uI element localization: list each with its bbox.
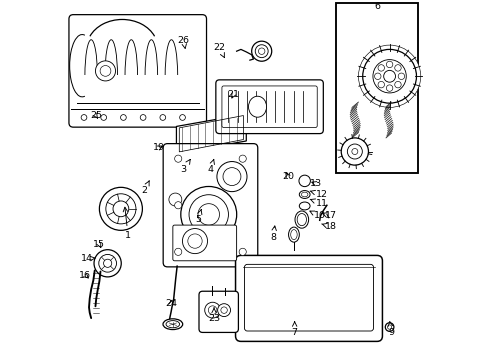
Text: 4: 4	[207, 159, 214, 174]
Circle shape	[397, 73, 404, 80]
Circle shape	[99, 255, 116, 272]
Text: 23: 23	[207, 308, 220, 323]
Circle shape	[181, 186, 236, 242]
Text: 6: 6	[373, 2, 379, 11]
Circle shape	[383, 70, 395, 82]
Circle shape	[189, 195, 228, 234]
Circle shape	[346, 144, 362, 159]
Circle shape	[386, 325, 391, 329]
Circle shape	[174, 155, 182, 162]
Ellipse shape	[299, 190, 309, 198]
Circle shape	[258, 48, 264, 54]
Text: 9: 9	[387, 321, 394, 337]
Circle shape	[94, 250, 121, 277]
Text: 10: 10	[309, 211, 325, 220]
FancyBboxPatch shape	[69, 15, 206, 127]
Ellipse shape	[294, 211, 308, 228]
Circle shape	[187, 234, 202, 248]
Circle shape	[168, 193, 182, 206]
FancyBboxPatch shape	[199, 291, 238, 332]
Circle shape	[100, 66, 111, 76]
Circle shape	[341, 138, 367, 165]
Circle shape	[386, 61, 392, 68]
Circle shape	[358, 45, 420, 107]
Circle shape	[251, 41, 271, 61]
Circle shape	[377, 81, 384, 88]
Circle shape	[217, 304, 230, 316]
Ellipse shape	[288, 227, 299, 242]
Text: 5: 5	[195, 210, 202, 224]
Text: 12: 12	[309, 190, 327, 199]
Text: 24: 24	[165, 299, 177, 308]
Circle shape	[95, 61, 115, 81]
Circle shape	[174, 202, 182, 209]
Circle shape	[182, 229, 207, 253]
Polygon shape	[176, 114, 246, 153]
Bar	[335, 3, 417, 173]
Circle shape	[217, 162, 246, 192]
Circle shape	[362, 49, 416, 103]
Text: 26: 26	[177, 36, 189, 49]
Text: 19: 19	[152, 143, 164, 152]
Circle shape	[377, 65, 384, 71]
Circle shape	[386, 85, 392, 91]
Ellipse shape	[297, 213, 306, 226]
Text: 18: 18	[321, 222, 336, 231]
Circle shape	[255, 45, 267, 58]
Ellipse shape	[299, 202, 309, 210]
Circle shape	[101, 114, 106, 120]
Circle shape	[351, 149, 357, 154]
Circle shape	[160, 114, 165, 120]
Circle shape	[179, 114, 185, 120]
Circle shape	[105, 194, 136, 224]
Text: 21: 21	[227, 90, 239, 99]
Circle shape	[121, 114, 126, 120]
Circle shape	[298, 175, 310, 186]
Circle shape	[394, 81, 400, 88]
Circle shape	[140, 114, 146, 120]
Ellipse shape	[166, 321, 179, 328]
Ellipse shape	[248, 96, 266, 117]
Circle shape	[239, 155, 246, 162]
Circle shape	[372, 60, 406, 93]
Circle shape	[204, 302, 220, 318]
Circle shape	[374, 73, 380, 80]
Text: 25: 25	[90, 111, 102, 120]
Text: 1: 1	[123, 207, 131, 240]
Ellipse shape	[163, 319, 183, 329]
Text: 17: 17	[321, 211, 336, 220]
Ellipse shape	[290, 230, 297, 240]
Circle shape	[239, 248, 246, 255]
Text: 11: 11	[309, 199, 327, 208]
Circle shape	[394, 65, 400, 71]
Text: 13: 13	[309, 179, 322, 188]
Text: 15: 15	[93, 240, 105, 249]
Circle shape	[99, 187, 142, 230]
FancyBboxPatch shape	[215, 80, 323, 134]
Circle shape	[221, 307, 227, 313]
Text: 8: 8	[269, 226, 276, 242]
Circle shape	[385, 323, 393, 331]
Text: 22: 22	[213, 43, 225, 58]
Circle shape	[81, 114, 87, 120]
Ellipse shape	[301, 192, 307, 197]
Text: 7: 7	[291, 322, 297, 337]
Circle shape	[223, 168, 241, 185]
Circle shape	[198, 204, 219, 225]
Circle shape	[174, 248, 182, 255]
Circle shape	[103, 259, 111, 267]
FancyBboxPatch shape	[172, 225, 236, 261]
Text: 3: 3	[180, 159, 190, 174]
FancyBboxPatch shape	[235, 255, 382, 341]
Circle shape	[208, 306, 217, 314]
Text: 14: 14	[81, 255, 96, 264]
Text: 20: 20	[282, 172, 294, 181]
Text: 16: 16	[79, 271, 91, 280]
FancyBboxPatch shape	[163, 144, 257, 267]
Circle shape	[113, 201, 128, 217]
Text: 2: 2	[141, 181, 149, 195]
